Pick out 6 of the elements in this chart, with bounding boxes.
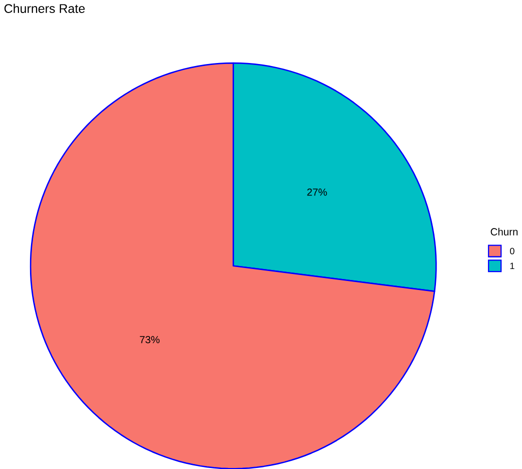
legend-label: 1 xyxy=(510,262,514,269)
data-label: 73% xyxy=(140,336,160,344)
data-label: 27% xyxy=(307,188,327,196)
chart-title: Churners Rate xyxy=(4,4,85,13)
legend-label: 0 xyxy=(510,248,514,254)
legend-title: Churn xyxy=(490,228,518,236)
